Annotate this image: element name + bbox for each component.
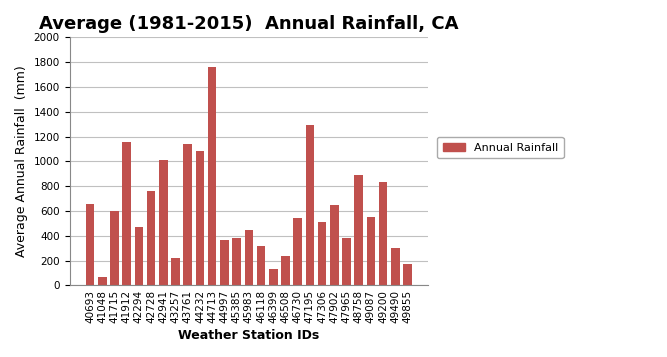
Bar bbox=[159, 160, 167, 286]
Bar bbox=[123, 141, 131, 286]
Bar bbox=[354, 175, 363, 286]
Bar bbox=[293, 218, 302, 286]
Bar bbox=[305, 125, 314, 286]
Bar bbox=[220, 240, 229, 286]
Bar bbox=[195, 151, 204, 286]
Bar bbox=[404, 265, 412, 286]
Title: Average (1981-2015)  Annual Rainfall, CA: Average (1981-2015) Annual Rainfall, CA bbox=[39, 15, 458, 33]
Bar bbox=[147, 191, 155, 286]
Bar bbox=[257, 246, 265, 286]
Bar bbox=[171, 258, 180, 286]
Bar bbox=[86, 203, 94, 286]
Bar bbox=[232, 238, 241, 286]
Bar bbox=[317, 222, 326, 286]
Bar bbox=[342, 238, 351, 286]
Bar bbox=[245, 230, 253, 286]
Bar bbox=[281, 256, 289, 286]
Bar bbox=[330, 205, 339, 286]
Y-axis label: Average Annual Rainfall  (mm): Average Annual Rainfall (mm) bbox=[15, 66, 28, 257]
Bar bbox=[110, 211, 119, 286]
Bar bbox=[208, 67, 217, 286]
Bar bbox=[379, 182, 388, 286]
Legend: Annual Rainfall: Annual Rainfall bbox=[438, 137, 564, 158]
X-axis label: Weather Station IDs: Weather Station IDs bbox=[178, 329, 319, 342]
Bar bbox=[135, 227, 143, 286]
Bar bbox=[98, 277, 107, 286]
Bar bbox=[183, 144, 192, 286]
Bar bbox=[391, 248, 400, 286]
Bar bbox=[269, 269, 277, 286]
Bar bbox=[367, 217, 375, 286]
